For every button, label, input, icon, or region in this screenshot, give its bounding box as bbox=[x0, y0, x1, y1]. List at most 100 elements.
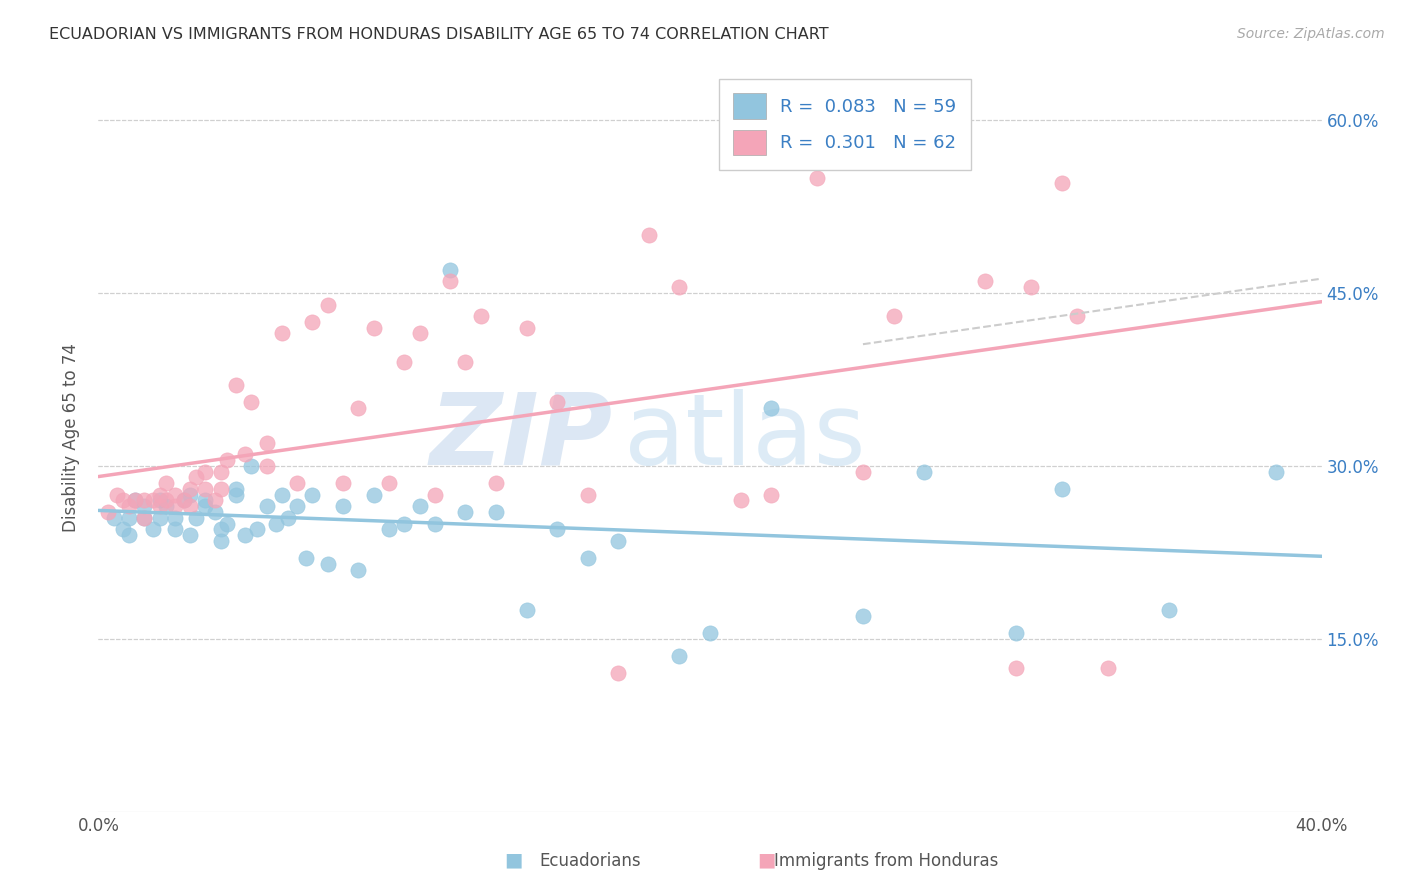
Text: ECUADORIAN VS IMMIGRANTS FROM HONDURAS DISABILITY AGE 65 TO 74 CORRELATION CHART: ECUADORIAN VS IMMIGRANTS FROM HONDURAS D… bbox=[49, 27, 828, 42]
Point bbox=[332, 476, 354, 491]
Point bbox=[149, 493, 172, 508]
Point bbox=[149, 488, 172, 502]
Point bbox=[332, 500, 354, 514]
Point bbox=[301, 315, 323, 329]
Point bbox=[134, 510, 156, 524]
Point bbox=[347, 401, 370, 416]
Point bbox=[97, 505, 120, 519]
Point bbox=[806, 170, 828, 185]
Text: Source: ZipAtlas.com: Source: ZipAtlas.com bbox=[1237, 27, 1385, 41]
Point bbox=[974, 275, 997, 289]
Point bbox=[277, 510, 299, 524]
Point bbox=[759, 488, 782, 502]
Point bbox=[103, 510, 125, 524]
Point bbox=[1264, 465, 1286, 479]
Point bbox=[240, 458, 263, 473]
Point bbox=[118, 510, 141, 524]
Point bbox=[163, 500, 186, 514]
Point bbox=[270, 326, 292, 341]
Point bbox=[1050, 482, 1073, 496]
Point bbox=[225, 488, 247, 502]
Point bbox=[179, 500, 201, 514]
Point bbox=[699, 626, 721, 640]
Point bbox=[1050, 177, 1073, 191]
Point bbox=[194, 465, 217, 479]
Text: Immigrants from Honduras: Immigrants from Honduras bbox=[773, 852, 998, 870]
Point bbox=[118, 500, 141, 514]
Point bbox=[852, 608, 875, 623]
Point bbox=[225, 378, 247, 392]
Text: atlas: atlas bbox=[624, 389, 866, 485]
Point bbox=[759, 401, 782, 416]
Point bbox=[485, 505, 508, 519]
Point bbox=[883, 309, 905, 323]
Point bbox=[142, 493, 165, 508]
Point bbox=[285, 500, 308, 514]
Point bbox=[209, 533, 232, 548]
Point bbox=[179, 482, 201, 496]
Point bbox=[225, 482, 247, 496]
Point bbox=[516, 320, 538, 334]
Point bbox=[607, 533, 630, 548]
Point bbox=[454, 355, 477, 369]
Point bbox=[111, 493, 134, 508]
Point bbox=[124, 493, 146, 508]
Point bbox=[256, 500, 278, 514]
Point bbox=[316, 297, 339, 311]
Text: ZIP: ZIP bbox=[429, 389, 612, 485]
Point bbox=[194, 500, 217, 514]
Point bbox=[439, 263, 461, 277]
Point bbox=[392, 355, 416, 369]
Point bbox=[546, 522, 568, 536]
Point bbox=[134, 510, 156, 524]
Point bbox=[912, 465, 935, 479]
Point bbox=[668, 649, 690, 664]
Point bbox=[163, 510, 186, 524]
Point bbox=[316, 557, 339, 571]
Point bbox=[363, 320, 385, 334]
Point bbox=[1004, 626, 1026, 640]
Point bbox=[209, 465, 232, 479]
Point bbox=[363, 488, 385, 502]
Point bbox=[233, 528, 256, 542]
Point bbox=[240, 395, 263, 409]
Point bbox=[516, 603, 538, 617]
Point bbox=[928, 90, 950, 104]
Point bbox=[408, 500, 430, 514]
Point bbox=[668, 280, 690, 294]
Point bbox=[246, 522, 269, 536]
Point bbox=[1097, 660, 1119, 674]
Point bbox=[173, 493, 195, 508]
Point bbox=[194, 493, 217, 508]
Point bbox=[209, 522, 232, 536]
Point bbox=[730, 493, 752, 508]
Point bbox=[439, 275, 461, 289]
Point bbox=[1066, 309, 1088, 323]
Y-axis label: Disability Age 65 to 74: Disability Age 65 to 74 bbox=[62, 343, 80, 532]
Legend: R =  0.083   N = 59, R =  0.301   N = 62: R = 0.083 N = 59, R = 0.301 N = 62 bbox=[718, 79, 970, 169]
Point bbox=[155, 493, 177, 508]
Point bbox=[454, 505, 477, 519]
Point bbox=[124, 493, 146, 508]
Point bbox=[215, 516, 238, 531]
Point bbox=[163, 488, 186, 502]
Point bbox=[378, 522, 401, 536]
Point bbox=[576, 488, 599, 502]
Point bbox=[470, 309, 492, 323]
Point bbox=[163, 522, 186, 536]
Point bbox=[270, 488, 292, 502]
Point bbox=[256, 458, 278, 473]
Point bbox=[285, 476, 308, 491]
Point bbox=[256, 435, 278, 450]
Point bbox=[204, 493, 226, 508]
Point bbox=[485, 476, 508, 491]
Point bbox=[264, 516, 287, 531]
Point bbox=[149, 500, 172, 514]
Point bbox=[392, 516, 416, 531]
Point bbox=[233, 447, 256, 461]
Point bbox=[186, 470, 208, 484]
Point bbox=[186, 510, 208, 524]
Point bbox=[295, 551, 318, 566]
Point bbox=[149, 510, 172, 524]
Point bbox=[142, 522, 165, 536]
